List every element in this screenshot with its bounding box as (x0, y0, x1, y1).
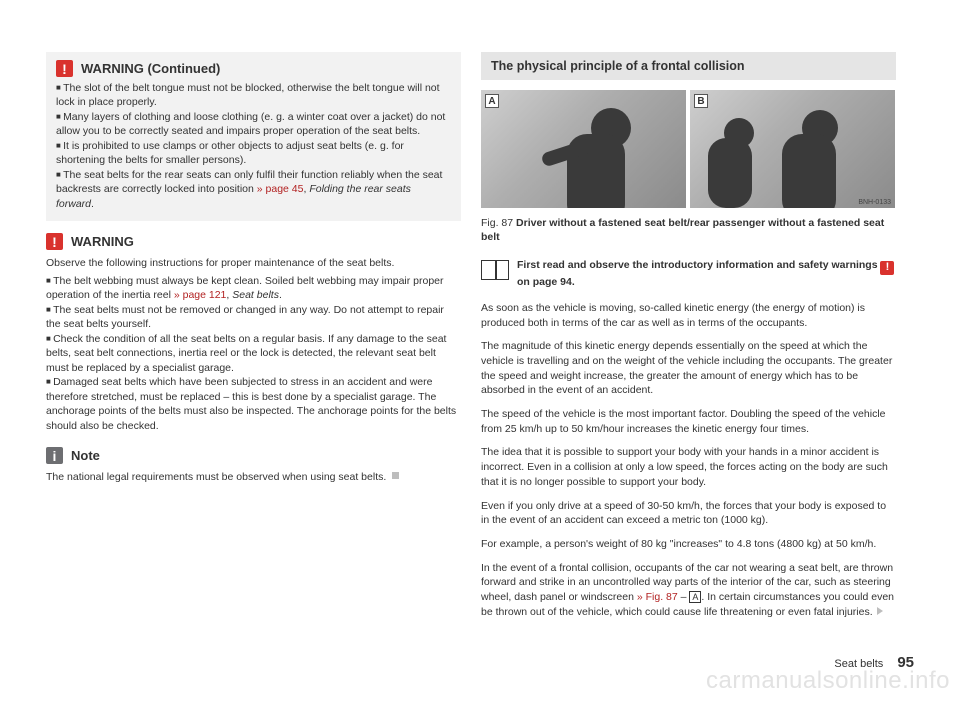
warning-header: ! WARNING (46, 233, 461, 250)
body-paragraph: The speed of the vehicle is the most imp… (481, 407, 896, 436)
warning-intro: Observe the following instructions for p… (46, 256, 461, 270)
body-paragraph: The magnitude of this kinetic energy dep… (481, 339, 896, 398)
figure-link: » Fig. 87 (637, 591, 678, 603)
warning-icon: ! (46, 233, 63, 250)
watermark: carmanualsonline.info (706, 667, 950, 695)
warning-label: WARNING (71, 234, 134, 249)
warning-icon: ! (880, 261, 894, 275)
list-item: The belt webbing must always be kept cle… (46, 274, 461, 303)
warning-continued-label: WARNING (Continued) (81, 61, 220, 76)
list-item: Many layers of clothing and loose clothi… (56, 110, 451, 139)
body-paragraph: For example, a person's weight of 80 kg … (481, 537, 896, 552)
figure-row: A B BNH-0133 (481, 90, 896, 208)
list-item: Damaged seat belts which have been subje… (46, 375, 461, 433)
figure-panel-b: B BNH-0133 (690, 90, 895, 208)
warning-continued-list: The slot of the belt tongue must not be … (56, 81, 451, 211)
section-heading: The physical principle of a frontal coll… (481, 52, 896, 80)
letter-ref: A (689, 591, 701, 603)
figure-code: BNH-0133 (858, 199, 891, 206)
body-paragraph: The idea that it is possible to support … (481, 445, 896, 489)
list-item: Check the condition of all the seat belt… (46, 332, 461, 375)
warning-continued-header: ! WARNING (Continued) (56, 60, 451, 77)
list-item: The slot of the belt tongue must not be … (56, 81, 451, 110)
right-column: The physical principle of a frontal coll… (481, 52, 896, 628)
body-paragraph: Even if you only drive at a speed of 30-… (481, 499, 896, 528)
continue-marker-icon (877, 607, 883, 615)
page-link: » page 45 (257, 183, 304, 195)
body-paragraph: In the event of a frontal collision, occ… (481, 561, 896, 620)
left-column: ! WARNING (Continued) The slot of the be… (46, 52, 461, 628)
note-label: Note (71, 448, 100, 463)
figure-label: B (694, 94, 708, 108)
read-first-text: First read and observe the introductory … (517, 258, 896, 289)
figure-label: A (485, 94, 499, 108)
warning-list: The belt webbing must always be kept cle… (46, 274, 461, 433)
list-item: It is prohibited to use clamps or other … (56, 139, 451, 168)
read-first-row: First read and observe the introductory … (481, 258, 896, 289)
warning-continued-box: ! WARNING (Continued) The slot of the be… (46, 52, 461, 221)
end-marker-icon (392, 472, 399, 479)
body-paragraph: As soon as the vehicle is moving, so-cal… (481, 301, 896, 330)
figure-caption: Fig. 87 Driver without a fastened seat b… (481, 216, 896, 244)
book-icon (481, 260, 509, 280)
warning-icon: ! (56, 60, 73, 77)
info-icon: i (46, 447, 63, 464)
note-header: i Note (46, 447, 461, 464)
page-link: » page 121 (174, 289, 227, 301)
list-item: The seat belts for the rear seats can on… (56, 168, 451, 211)
list-item: The seat belts must not be removed or ch… (46, 303, 461, 332)
figure-panel-a: A (481, 90, 686, 208)
note-text: The national legal requirements must be … (46, 470, 461, 484)
page: ! WARNING (Continued) The slot of the be… (0, 0, 960, 628)
